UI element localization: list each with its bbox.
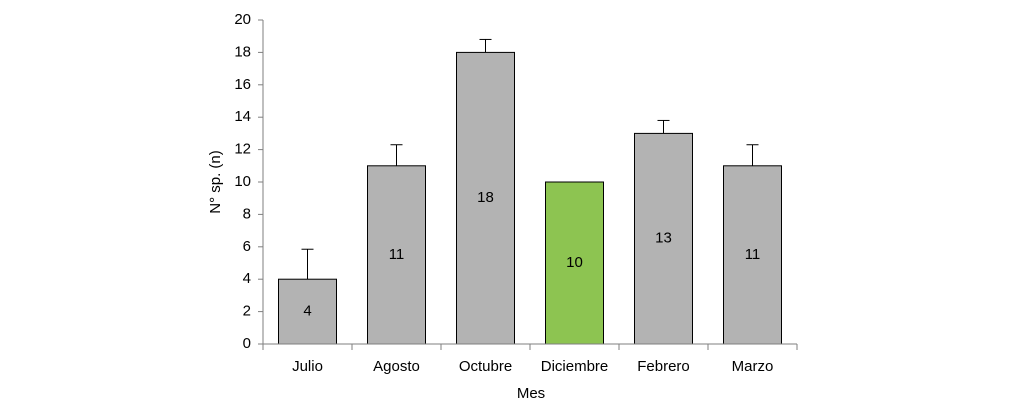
- value-label: 11: [389, 246, 405, 263]
- x-tick-label: Febrero: [637, 358, 690, 375]
- bar: [456, 51, 515, 345]
- y-tick-label: 18: [234, 43, 251, 60]
- value-label: 10: [566, 254, 583, 271]
- value-label: 18: [477, 189, 494, 206]
- y-tick-label: 4: [243, 270, 251, 287]
- y-tick-label: 16: [234, 76, 251, 93]
- value-label: 4: [303, 303, 311, 320]
- y-tick-label: 0: [243, 335, 251, 352]
- x-tick-label: Marzo: [732, 358, 774, 375]
- value-label: 11: [745, 246, 761, 263]
- bar: [634, 132, 693, 345]
- value-label: 13: [655, 230, 672, 247]
- x-axis-title: Mes: [517, 385, 545, 402]
- y-tick-label: 12: [234, 141, 251, 158]
- y-tick-label: 6: [243, 238, 251, 255]
- x-tick-label: Octubre: [459, 358, 512, 375]
- x-tick-label: Agosto: [373, 358, 420, 375]
- y-axis-title: N° sp. (n): [207, 150, 224, 214]
- y-tick-label: 14: [234, 108, 251, 125]
- bar: [723, 165, 782, 345]
- y-tick-label: 8: [243, 205, 251, 222]
- bar: [545, 181, 604, 345]
- bar: [367, 165, 426, 345]
- x-tick-label: Diciembre: [541, 358, 609, 375]
- y-tick-label: 10: [234, 173, 251, 190]
- y-tick-label: 20: [234, 11, 251, 28]
- y-tick-label: 2: [243, 303, 251, 320]
- x-tick-label: Julio: [292, 358, 323, 375]
